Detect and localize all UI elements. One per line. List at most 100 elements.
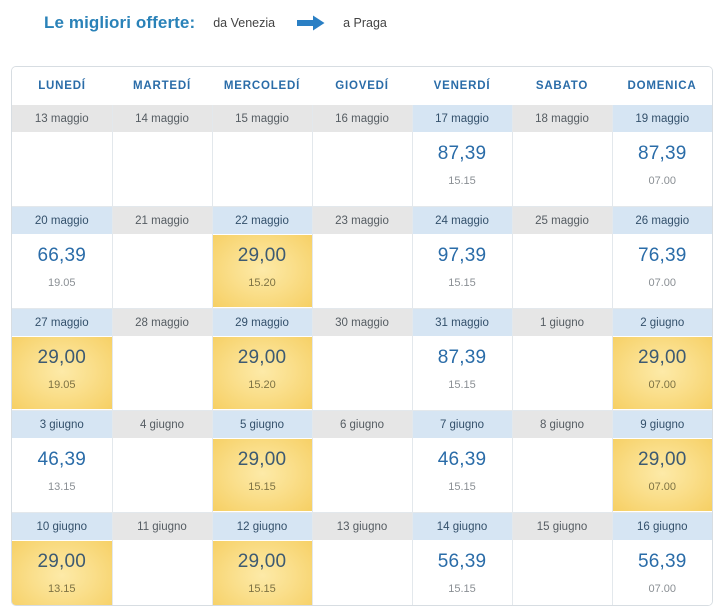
day-offer-body[interactable]: 29,00 15.15: [212, 541, 312, 605]
day-date-label: 27 maggio: [12, 309, 112, 337]
calendar-day-cell-offer[interactable]: 2 giugno 29,00 07.00: [611, 308, 712, 411]
calendar-day-cell-offer[interactable]: 26 maggio 76,39 07.00: [611, 206, 712, 309]
calendar-day-cell-offer[interactable]: 10 giugno 29,00 13.15: [12, 512, 112, 605]
day-offer-body[interactable]: 29,00 15.15: [212, 439, 312, 511]
offer-price: 56,39: [437, 551, 487, 572]
day-offer-body: [12, 133, 112, 205]
calendar-day-cell-offer[interactable]: 27 maggio 29,00 19.05: [12, 308, 112, 411]
calendar-day-cell-empty: 23 maggio: [311, 206, 412, 309]
offer-departure-time: 15.15: [448, 583, 476, 595]
day-offer-body[interactable]: 87,39 07.00: [612, 133, 712, 205]
day-offer-body[interactable]: 46,39 13.15: [12, 439, 112, 511]
day-date-label: 13 giugno: [312, 513, 412, 541]
day-date-label: 21 maggio: [112, 207, 212, 235]
weekday-header-domenica: DOMENICA: [612, 67, 712, 105]
day-date-label: 13 maggio: [12, 105, 112, 133]
day-date-label: 30 maggio: [312, 309, 412, 337]
day-date-label: 5 giugno: [212, 411, 312, 439]
calendar-day-cell-offer[interactable]: 12 giugno 29,00 15.15: [211, 512, 312, 605]
day-offer-body[interactable]: 46,39 15.15: [412, 439, 512, 511]
day-offer-body[interactable]: 29,00 07.00: [612, 439, 712, 511]
day-offer-body: [512, 133, 612, 205]
calendar-day-cell-offer[interactable]: 9 giugno 29,00 07.00: [611, 410, 712, 513]
route-origin: da Venezia: [213, 16, 276, 30]
calendar-day-cell-offer[interactable]: 5 giugno 29,00 15.15: [211, 410, 312, 513]
day-date-label: 2 giugno: [612, 309, 712, 337]
calendar-day-cell-empty: 30 maggio: [311, 308, 412, 411]
calendar-day-cell-offer[interactable]: 19 maggio 87,39 07.00: [611, 105, 712, 207]
calendar-week-row: 3 giugno 46,39 13.15 4 giugno 5 giugno 29,00 1…: [12, 410, 712, 513]
route-destination: a Praga: [343, 16, 387, 30]
offer-departure-time: 15.15: [448, 481, 476, 493]
day-date-label: 29 maggio: [212, 309, 312, 337]
day-offer-body: [112, 541, 212, 605]
day-offer-body[interactable]: 97,39 15.15: [412, 235, 512, 307]
offer-price: 29,00: [37, 347, 87, 368]
offer-departure-time: 15.15: [448, 379, 476, 391]
day-date-label: 3 giugno: [12, 411, 112, 439]
day-date-label: 18 maggio: [512, 105, 612, 133]
day-date-label: 1 giugno: [512, 309, 612, 337]
day-offer-body: [112, 235, 212, 307]
offer-departure-time: 07.00: [648, 175, 677, 187]
calendar-day-cell-empty: 15 maggio: [211, 105, 312, 207]
calendar-day-cell-empty: 16 maggio: [311, 105, 412, 207]
calendar-day-cell-offer[interactable]: 29 maggio 29,00 15.20: [211, 308, 312, 411]
calendar-day-cell-offer[interactable]: 24 maggio 97,39 15.15: [411, 206, 512, 309]
calendar-day-cell-offer[interactable]: 31 maggio 87,39 15.15: [411, 308, 512, 411]
day-date-label: 25 maggio: [512, 207, 612, 235]
offer-price: 46,39: [437, 449, 487, 470]
day-offer-body[interactable]: 87,39 15.15: [412, 133, 512, 205]
day-offer-body: [312, 235, 412, 307]
calendar-day-cell-empty: 25 maggio: [511, 206, 612, 309]
day-date-label: 15 maggio: [212, 105, 312, 133]
offer-price: 29,00: [237, 449, 287, 470]
calendar-day-cell-offer[interactable]: 17 maggio 87,39 15.15: [411, 105, 512, 207]
calendar-day-cell-empty: 15 giugno: [511, 512, 612, 605]
calendar-day-cell-offer[interactable]: 3 giugno 46,39 13.15: [12, 410, 112, 513]
offer-departure-time: 07.00: [648, 379, 677, 391]
day-offer-body[interactable]: 29,00 15.20: [212, 337, 312, 409]
calendar-day-cell-offer[interactable]: 7 giugno 46,39 15.15: [411, 410, 512, 513]
day-offer-body[interactable]: 66,39 19.05: [12, 235, 112, 307]
day-offer-body: [212, 133, 312, 205]
calendar-week-row: 27 maggio 29,00 19.05 28 maggio 29 maggio 29,…: [12, 308, 712, 411]
calendar-day-cell-offer[interactable]: 22 maggio 29,00 15.20: [211, 206, 312, 309]
day-offer-body[interactable]: 29,00 15.20: [212, 235, 312, 307]
calendar-day-cell-empty: 14 maggio: [111, 105, 212, 207]
calendar-day-cell-offer[interactable]: 14 giugno 56,39 15.15: [411, 512, 512, 605]
offer-departure-time: 15.15: [448, 175, 476, 187]
day-date-label: 8 giugno: [512, 411, 612, 439]
fare-calendar-panel: LUNEDÍ MARTEDÍ MERCOLEDÍ GIOVEDÍ VENERDÍ…: [11, 66, 713, 606]
offer-price: 56,39: [637, 551, 687, 572]
day-date-label: 31 maggio: [412, 309, 512, 337]
day-offer-body[interactable]: 56,39 15.15: [412, 541, 512, 605]
day-date-label: 23 maggio: [312, 207, 412, 235]
offer-price: 29,00: [637, 347, 687, 368]
day-offer-body[interactable]: 76,39 07.00: [612, 235, 712, 307]
day-date-label: 14 maggio: [112, 105, 212, 133]
calendar-day-cell-offer[interactable]: 16 giugno 56,39 07.00: [611, 512, 712, 605]
day-date-label: 28 maggio: [112, 309, 212, 337]
offer-departure-time: 15.15: [448, 277, 476, 289]
day-date-label: 22 maggio: [212, 207, 312, 235]
weekday-header-row: LUNEDÍ MARTEDÍ MERCOLEDÍ GIOVEDÍ VENERDÍ…: [12, 67, 712, 105]
calendar-day-cell-empty: 8 giugno: [511, 410, 612, 513]
day-offer-body[interactable]: 87,39 15.15: [412, 337, 512, 409]
day-offer-body: [512, 541, 612, 605]
day-date-label: 26 maggio: [612, 207, 712, 235]
offer-price: 66,39: [37, 245, 87, 266]
calendar-day-cell-empty: 13 maggio: [12, 105, 112, 207]
day-date-label: 24 maggio: [412, 207, 512, 235]
day-date-label: 12 giugno: [212, 513, 312, 541]
weekday-header-giovedi: GIOVEDÍ: [312, 67, 412, 105]
day-offer-body[interactable]: 29,00 19.05: [12, 337, 112, 409]
day-offer-body[interactable]: 29,00 07.00: [612, 337, 712, 409]
day-date-label: 6 giugno: [312, 411, 412, 439]
day-offer-body[interactable]: 29,00 13.15: [12, 541, 112, 605]
day-date-label: 7 giugno: [412, 411, 512, 439]
weekday-header-lunedi: LUNEDÍ: [12, 67, 112, 105]
day-date-label: 14 giugno: [412, 513, 512, 541]
calendar-day-cell-offer[interactable]: 20 maggio 66,39 19.05: [12, 206, 112, 309]
day-offer-body[interactable]: 56,39 07.00: [612, 541, 712, 605]
